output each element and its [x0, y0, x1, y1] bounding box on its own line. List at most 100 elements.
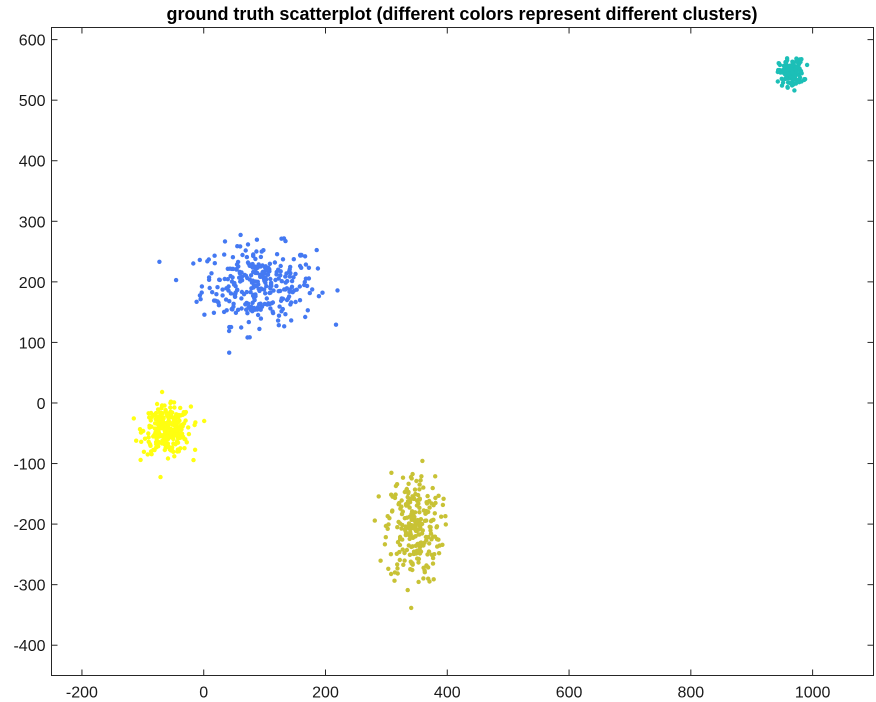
data-point — [258, 272, 263, 278]
data-point — [795, 59, 800, 64]
data-point — [275, 318, 281, 323]
y-tick-label: -400 — [13, 638, 45, 655]
data-point — [255, 312, 261, 318]
data-point — [390, 508, 395, 513]
data-point — [414, 503, 420, 508]
data-point — [410, 561, 415, 566]
data-point — [305, 308, 310, 313]
data-point — [235, 287, 240, 292]
data-point — [272, 260, 278, 265]
data-point — [289, 300, 294, 305]
data-point — [416, 527, 422, 532]
data-point — [284, 297, 290, 303]
data-point — [431, 577, 436, 582]
data-point — [432, 511, 437, 516]
data-point — [250, 309, 255, 314]
data-point — [280, 306, 285, 312]
data-point — [235, 307, 241, 312]
data-point — [172, 405, 177, 410]
series-2 — [372, 458, 448, 611]
data-point — [436, 537, 441, 542]
data-point — [396, 519, 401, 525]
data-point — [243, 248, 248, 253]
data-point — [399, 526, 404, 531]
data-point — [158, 410, 164, 415]
data-point — [206, 257, 211, 262]
data-point — [404, 524, 410, 529]
data-point — [426, 549, 432, 554]
data-point — [385, 514, 390, 519]
data-point — [222, 276, 227, 282]
data-point — [202, 312, 207, 317]
data-point — [238, 232, 243, 238]
data-point — [402, 558, 407, 563]
data-point — [237, 275, 242, 280]
data-point — [180, 424, 185, 429]
data-point — [441, 496, 446, 501]
data-point — [413, 534, 418, 539]
data-point — [163, 425, 169, 431]
data-point — [294, 287, 299, 292]
data-point — [224, 308, 229, 313]
data-point — [157, 259, 162, 264]
data-point — [439, 514, 444, 519]
data-point — [142, 436, 148, 441]
data-point — [775, 79, 780, 84]
data-point — [212, 261, 217, 266]
data-point — [372, 518, 377, 523]
data-point — [278, 298, 284, 303]
data-point — [146, 439, 151, 444]
data-point — [405, 494, 410, 500]
data-point — [172, 454, 177, 459]
data-point — [424, 563, 429, 569]
data-point — [199, 284, 205, 289]
data-point — [168, 405, 173, 410]
data-point — [434, 524, 440, 529]
data-point — [291, 257, 296, 262]
data-point — [418, 478, 423, 483]
data-point — [425, 493, 430, 499]
data-point — [276, 289, 281, 294]
data-point — [166, 444, 171, 449]
data-point — [283, 312, 288, 317]
data-point — [386, 522, 391, 527]
data-point — [424, 501, 430, 506]
data-point — [400, 522, 405, 528]
data-point — [162, 447, 167, 453]
data-point — [784, 56, 790, 61]
data-point — [429, 501, 434, 506]
data-point — [231, 282, 237, 287]
data-point — [139, 439, 144, 444]
data-point — [422, 518, 428, 523]
data-point — [202, 418, 207, 424]
data-point — [264, 284, 269, 289]
data-point — [407, 536, 412, 542]
data-point — [424, 537, 429, 543]
data-point — [230, 307, 235, 312]
data-point — [798, 59, 803, 65]
data-point — [257, 302, 262, 307]
data-point — [422, 570, 427, 575]
data-point — [175, 433, 180, 438]
data-point — [443, 522, 448, 527]
data-point — [430, 561, 436, 566]
data-point — [416, 560, 421, 565]
data-point — [409, 544, 414, 550]
data-point — [266, 265, 271, 270]
data-point — [785, 71, 790, 77]
data-point — [157, 417, 162, 422]
data-point — [261, 248, 266, 253]
x-tick-label: 200 — [312, 685, 339, 702]
data-point — [397, 557, 402, 563]
data-point — [395, 525, 400, 530]
data-point — [303, 276, 309, 281]
data-point — [211, 310, 217, 315]
data-point — [291, 275, 296, 280]
data-point — [253, 294, 258, 299]
data-point — [429, 552, 434, 557]
data-point — [286, 294, 292, 299]
data-point — [162, 422, 167, 427]
data-point — [222, 252, 227, 257]
data-point — [303, 262, 309, 267]
data-point — [227, 266, 233, 271]
